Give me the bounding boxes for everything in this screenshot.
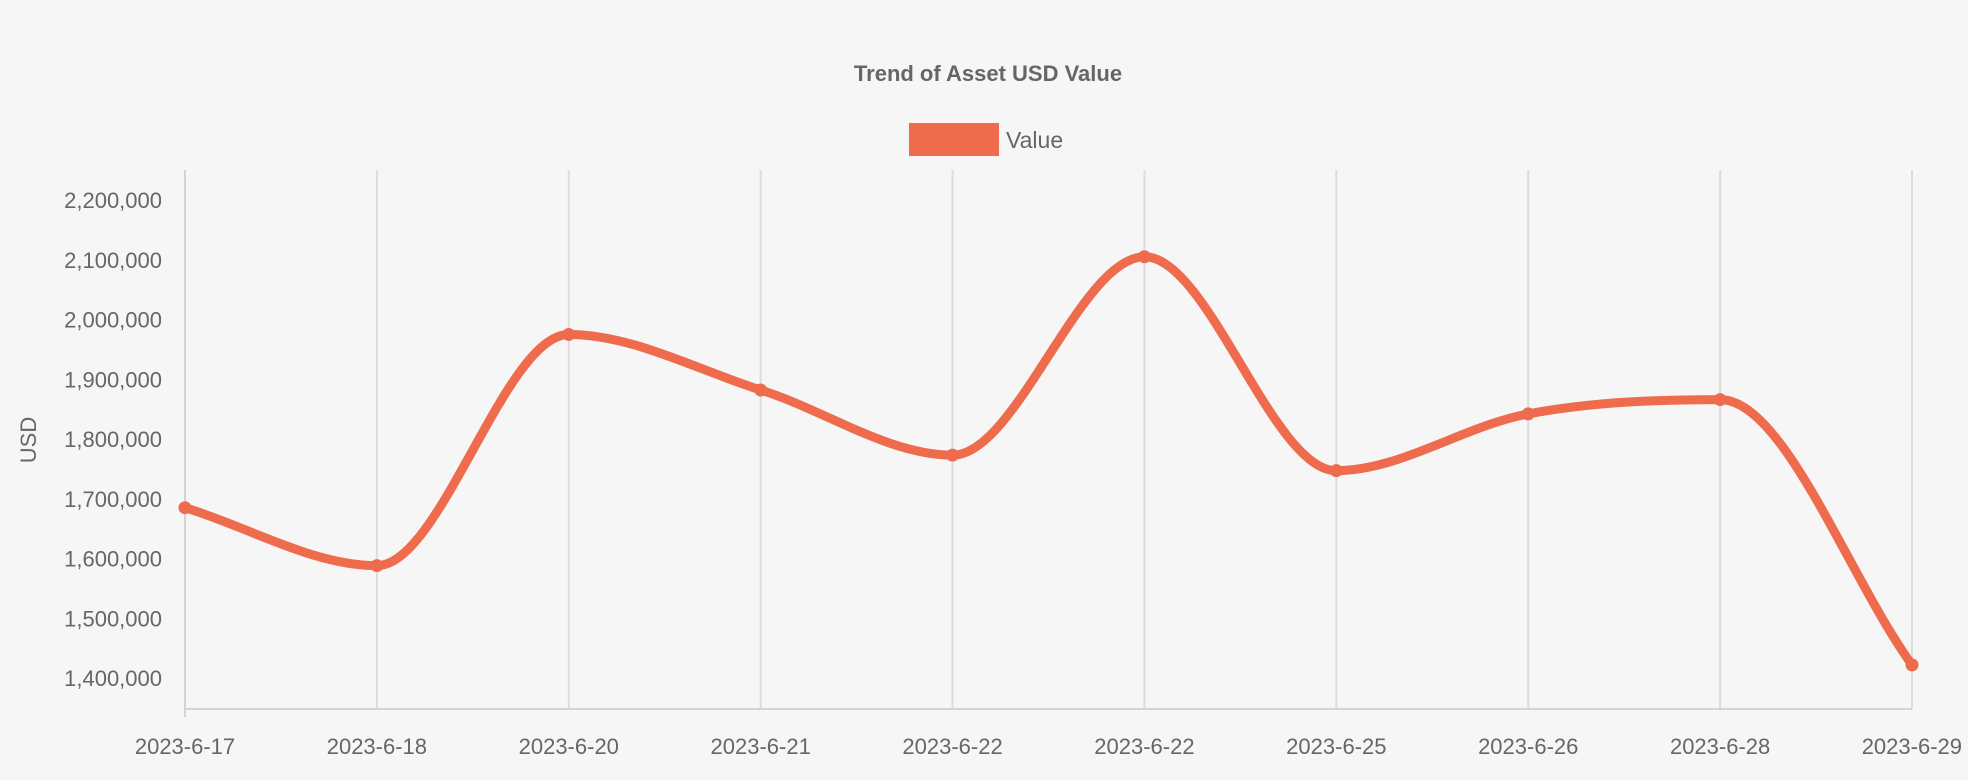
x-tick-label: 2023-6-18 bbox=[327, 734, 427, 759]
x-tick-label: 2023-6-25 bbox=[1286, 734, 1386, 759]
data-point-2023-6-22-4[interactable] bbox=[946, 448, 960, 462]
y-tick-label: 2,100,000 bbox=[64, 248, 162, 273]
data-point-2023-6-25-6[interactable] bbox=[1329, 464, 1343, 478]
x-tick-label: 2023-6-29 bbox=[1862, 734, 1962, 759]
x-tick-label: 2023-6-21 bbox=[711, 734, 811, 759]
x-tick-label: 2023-6-26 bbox=[1478, 734, 1578, 759]
x-tick-label: 2023-6-20 bbox=[519, 734, 619, 759]
y-axis-ticks: 2,200,000 2,100,000 2,000,000 1,900,000 1,80… bbox=[64, 188, 162, 691]
data-point-2023-6-17-0[interactable] bbox=[178, 501, 192, 515]
series-line-value[interactable] bbox=[180, 252, 1917, 670]
y-tick-label: 1,800,000 bbox=[64, 427, 162, 452]
x-tick-label: 2023-6-28 bbox=[1670, 734, 1770, 759]
x-tick-label: 2023-6-22 bbox=[1094, 734, 1194, 759]
chart-title: Trend of Asset USD Value bbox=[854, 61, 1122, 86]
y-tick-label: 1,700,000 bbox=[64, 487, 162, 512]
legend-swatch[interactable] bbox=[909, 123, 999, 156]
y-tick-label: 2,000,000 bbox=[64, 308, 162, 333]
data-point-2023-6-18-1[interactable] bbox=[370, 559, 384, 573]
y-tick-label: 1,600,000 bbox=[64, 547, 162, 572]
x-tick-label: 2023-6-17 bbox=[135, 734, 235, 759]
y-axis-title: USD bbox=[16, 417, 41, 463]
data-point-2023-6-26-7[interactable] bbox=[1521, 407, 1535, 421]
data-point-2023-6-22-5[interactable] bbox=[1137, 250, 1151, 264]
y-tick-label: 2,200,000 bbox=[64, 188, 162, 213]
axes bbox=[184, 170, 1912, 717]
grid-lines bbox=[184, 170, 1913, 709]
legend[interactable]: Value bbox=[909, 123, 1063, 156]
data-point-2023-6-29-9[interactable] bbox=[1905, 658, 1919, 672]
data-point-2023-6-28-8[interactable] bbox=[1713, 393, 1727, 407]
legend-label[interactable]: Value bbox=[1006, 127, 1063, 153]
y-tick-label: 1,400,000 bbox=[64, 666, 162, 691]
series-value bbox=[180, 252, 1917, 670]
data-point-2023-6-20-2[interactable] bbox=[562, 327, 576, 341]
y-tick-label: 1,500,000 bbox=[64, 606, 162, 631]
x-tick-label: 2023-6-22 bbox=[902, 734, 1002, 759]
y-tick-label: 1,900,000 bbox=[64, 367, 162, 392]
data-points bbox=[178, 250, 1919, 672]
x-axis-ticks: 2023-6-17 2023-6-18 2023-6-20 2023-6-21 2023… bbox=[135, 734, 1962, 759]
data-point-2023-6-21-3[interactable] bbox=[754, 383, 768, 397]
